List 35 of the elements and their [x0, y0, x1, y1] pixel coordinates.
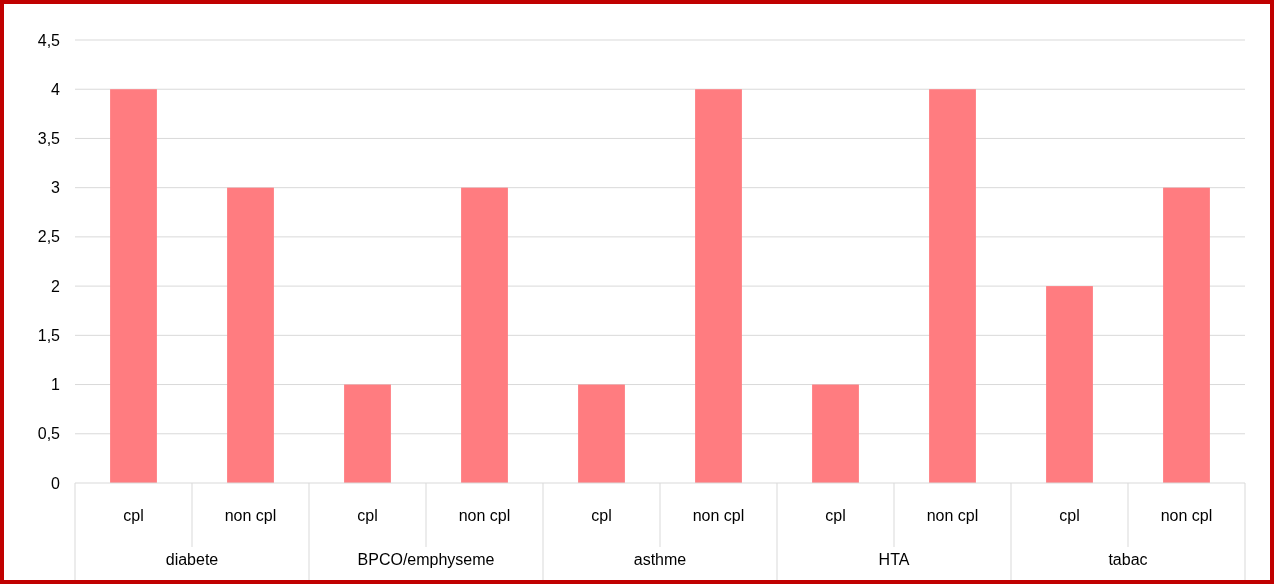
- bar: [1046, 286, 1093, 483]
- text: asthme: [633, 551, 687, 568]
- bar: [929, 89, 976, 483]
- bar: [110, 89, 157, 483]
- text: tabac: [1108, 551, 1148, 568]
- x-tick-label: cpl: [1059, 507, 1080, 524]
- x-tick-label: cpl: [123, 507, 144, 524]
- bar: [695, 89, 742, 483]
- text: HTA: [878, 551, 910, 568]
- x-tick-label: non cpl: [458, 507, 511, 524]
- bar: [1163, 187, 1210, 483]
- x-tick-label: non cpl: [224, 507, 277, 524]
- bar: [461, 187, 508, 483]
- bar: [812, 384, 859, 483]
- y-tick-label: 0: [51, 474, 61, 492]
- x-tick-label: non cpl: [926, 507, 979, 524]
- x-tick-label: cpl: [591, 507, 612, 524]
- y-tick-label: 3: [51, 179, 61, 197]
- y-tick-label: 0,5: [37, 425, 61, 443]
- x-tick-label: cpl: [825, 507, 846, 524]
- x-tick-label: non cpl: [692, 507, 745, 524]
- y-tick-label: 4: [51, 80, 61, 98]
- y-tick-label: 4,5: [37, 31, 61, 49]
- bar: [578, 384, 625, 483]
- y-tick-label: 1,5: [37, 326, 61, 344]
- bar: [227, 187, 274, 483]
- y-tick-label: 2: [51, 277, 61, 295]
- text: BPCO/emphyseme: [357, 551, 495, 568]
- y-tick-label: 3,5: [37, 130, 61, 148]
- y-tick-label: 2,5: [37, 228, 61, 246]
- y-tick-label: 1: [51, 376, 61, 394]
- text: diabete: [165, 551, 219, 568]
- bar: [344, 384, 391, 483]
- x-tick-label: cpl: [357, 507, 378, 524]
- x-tick-label: non cpl: [1160, 507, 1213, 524]
